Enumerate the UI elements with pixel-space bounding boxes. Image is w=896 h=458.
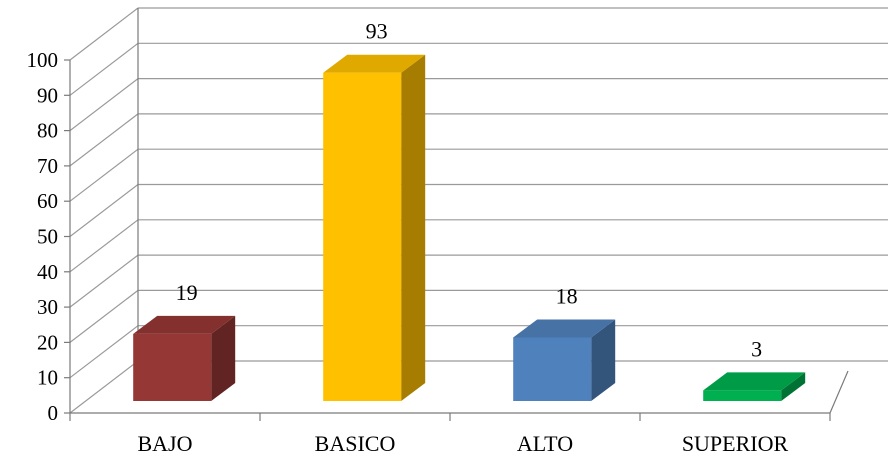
bar-bajo [133, 315, 236, 401]
gridline-diagonal [69, 184, 139, 237]
bars [133, 54, 806, 402]
bar-front [703, 390, 782, 401]
category-labels: BAJO BASICO ALTO SUPERIOR [137, 431, 788, 456]
y-tick-label: 30 [37, 295, 58, 319]
gridline-diagonal [69, 360, 139, 414]
bar-superior [703, 372, 806, 401]
data-labels: 19 93 18 3 [176, 19, 762, 362]
category-label: BAJO [137, 431, 192, 456]
y-tick-label: 50 [37, 225, 58, 249]
y-tick-label: 60 [37, 189, 58, 213]
data-label: 93 [366, 19, 388, 44]
data-label: 19 [176, 280, 198, 305]
bar-front [323, 72, 402, 402]
y-tick-labels: 0 10 20 30 40 50 60 70 80 90 100 [27, 48, 59, 425]
bar-top [513, 319, 616, 338]
gridline-diagonal [69, 325, 139, 379]
bar-side [781, 372, 806, 401]
gridline-diagonal [69, 7, 139, 61]
category-label: SUPERIOR [682, 431, 789, 456]
data-label: 18 [556, 283, 578, 308]
gridline-diagonal [69, 148, 139, 202]
y-tick-label: 0 [48, 401, 59, 425]
bar-front [513, 337, 592, 401]
gridline-diagonal [69, 78, 139, 132]
category-label: BASICO [315, 431, 396, 456]
gridlines [69, 7, 888, 414]
y-tick-label: 80 [37, 119, 58, 143]
category-label: ALTO [517, 431, 573, 456]
bar-top [133, 315, 236, 334]
y-tick-label: 90 [37, 83, 58, 107]
bar-side [591, 319, 616, 401]
gridline-diagonal [69, 254, 139, 308]
bar-side [211, 315, 236, 401]
y-tick-label: 40 [37, 260, 58, 284]
bar-top [703, 372, 806, 391]
bar-basico [323, 54, 426, 402]
data-label: 3 [751, 336, 762, 361]
axes [64, 8, 849, 421]
gridline-diagonal [69, 42, 139, 96]
y-tick-label: 70 [37, 154, 58, 178]
gridline-diagonal [69, 219, 139, 273]
bar-alto [513, 319, 616, 401]
y-tick-label: 100 [27, 48, 59, 72]
bar-side [401, 54, 426, 402]
bar-top [323, 54, 426, 73]
gridline-diagonal [69, 113, 139, 167]
bar-front [133, 333, 212, 401]
y-tick-label: 20 [37, 330, 58, 354]
gridline-diagonal [69, 289, 139, 343]
y-tick-label: 10 [37, 366, 58, 390]
